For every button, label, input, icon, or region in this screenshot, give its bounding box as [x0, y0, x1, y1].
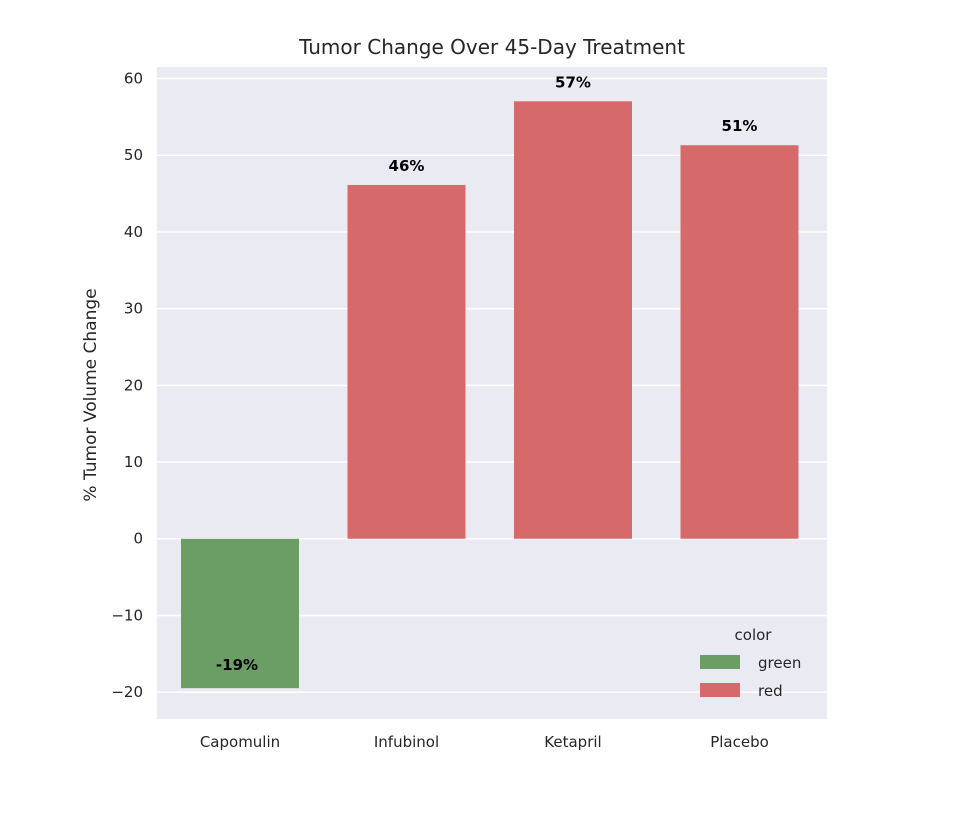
legend-swatch-red	[700, 683, 740, 697]
data-label: -19%	[216, 656, 258, 674]
y-tick-label: 60	[124, 70, 143, 88]
x-tick-label: Infubinol	[374, 733, 439, 751]
y-tick-label: −10	[111, 606, 143, 624]
bar-placebo	[680, 145, 799, 539]
data-label: 46%	[389, 157, 425, 175]
chart-title: Tumor Change Over 45-Day Treatment	[298, 35, 685, 59]
bar-infubinol	[347, 184, 466, 539]
y-tick-label: 40	[124, 223, 143, 241]
y-tick-label: −20	[111, 683, 143, 701]
x-tick-label: Ketapril	[544, 733, 601, 751]
y-tick-label: 50	[124, 146, 143, 164]
x-axis-ticks: Capomulin Infubinol Ketapril Placebo	[200, 733, 769, 751]
bar-ketapril	[514, 101, 632, 539]
data-label: 57%	[555, 73, 591, 91]
bars	[181, 101, 799, 689]
y-tick-label: 0	[133, 530, 143, 548]
y-tick-label: 20	[124, 376, 143, 394]
y-axis-label: % Tumor Volume Change	[81, 288, 101, 501]
y-tick-label: 30	[124, 300, 143, 318]
legend-swatch-green	[700, 655, 740, 669]
legend: color green red	[700, 626, 801, 700]
data-labels: -19% 46% 57% 51%	[216, 73, 758, 674]
y-axis-ticks: 60 50 40 30 20 10 0 −10 −20	[111, 70, 143, 702]
bar-capomulin	[181, 538, 299, 689]
data-label: 51%	[722, 117, 758, 135]
legend-label-red: red	[758, 682, 783, 700]
x-tick-label: Capomulin	[200, 733, 280, 751]
x-tick-label: Placebo	[710, 733, 769, 751]
legend-label-green: green	[758, 654, 801, 672]
legend-title: color	[735, 626, 773, 644]
y-tick-label: 10	[124, 453, 143, 471]
